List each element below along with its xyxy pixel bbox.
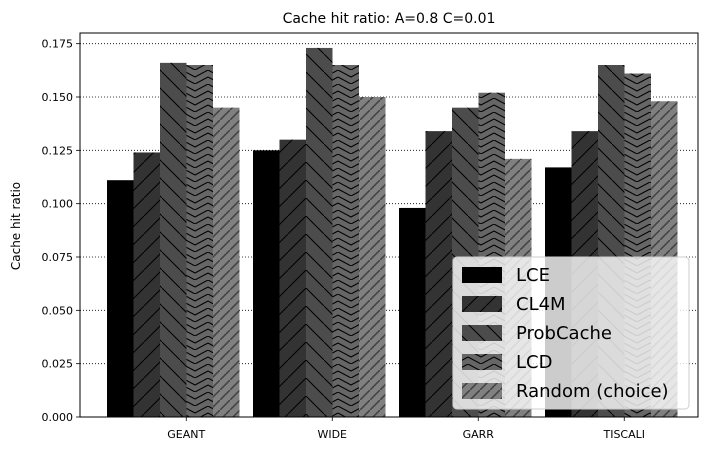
y-axis-label: Cache hit ratio <box>9 182 23 270</box>
x-tick-label: GEANT <box>167 428 205 441</box>
legend-label: CL4M <box>516 294 566 315</box>
bar-hatch <box>359 97 386 417</box>
y-tick-label: 0.000 <box>42 411 74 424</box>
y-tick-label: 0.025 <box>42 358 74 371</box>
y-tick-label: 0.175 <box>42 38 74 51</box>
bar-hatch <box>332 65 359 417</box>
x-tick-label: TISCALI <box>602 428 645 441</box>
bar <box>399 207 426 417</box>
y-tick-label: 0.100 <box>42 198 74 211</box>
legend-box <box>452 256 690 410</box>
bar-hatch <box>213 107 240 418</box>
legend: LCE CL4M ProbCache LCD Random (choice) <box>452 256 690 410</box>
legend-swatch-hatch <box>462 383 502 399</box>
x-tick-label: WIDE <box>317 428 347 441</box>
legend-label: Random (choice) <box>516 381 669 402</box>
bar-hatch <box>186 65 213 417</box>
legend-swatch-hatch <box>462 325 502 341</box>
y-tick-label: 0.150 <box>42 91 74 104</box>
legend-swatch-hatch <box>462 354 502 370</box>
legend-label: LCD <box>516 352 552 373</box>
bar <box>253 150 280 418</box>
bar-hatch <box>160 62 187 417</box>
axes <box>79 32 699 418</box>
x-tick-label: GARR <box>463 428 495 441</box>
chart-title: Cache hit ratio: A=0.8 C=0.01 <box>283 11 496 27</box>
bar-hatch <box>425 131 452 417</box>
legend-swatch <box>462 267 502 283</box>
y-tick-label: 0.050 <box>42 304 74 317</box>
y-tick-label: 0.075 <box>42 251 74 264</box>
y-tick-label: 0.125 <box>42 144 74 157</box>
legend-swatch-hatch <box>462 296 502 312</box>
y-ticks: 0.000 0.025 0.050 0.075 0.100 0.125 0.150 0.175 <box>42 38 80 424</box>
legend-label: ProbCache <box>516 323 612 344</box>
legend-label: LCE <box>516 265 550 286</box>
bar-hatch <box>133 152 160 417</box>
bar-hatch <box>306 47 333 417</box>
bar-hatch <box>279 139 306 417</box>
x-ticks: GEANT WIDE GARR TISCALI <box>167 417 645 441</box>
plot-frame <box>79 32 699 418</box>
bar <box>107 180 134 417</box>
